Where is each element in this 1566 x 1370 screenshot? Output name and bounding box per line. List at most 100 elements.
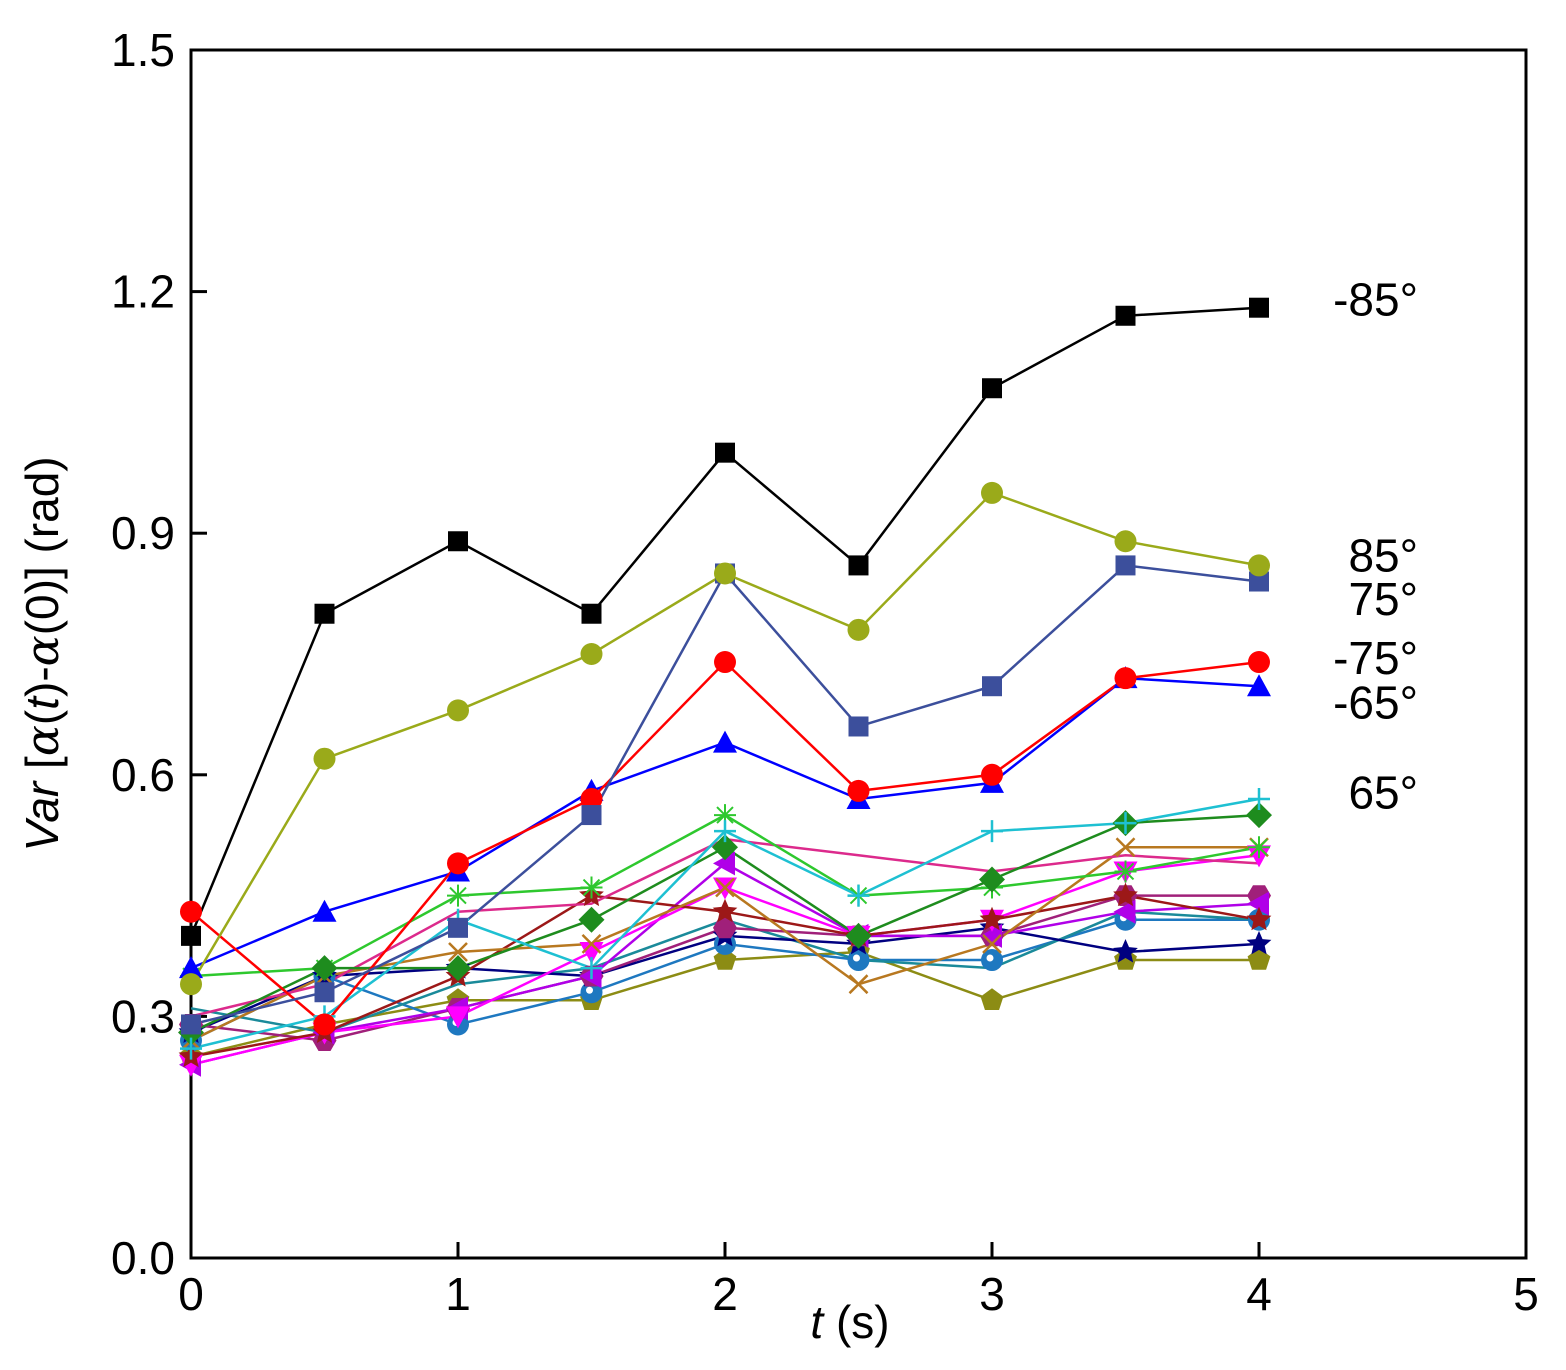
- data-point: [714, 562, 736, 585]
- data-point: [713, 948, 737, 970]
- data-point: [1114, 667, 1137, 690]
- series-label: -75°: [1333, 632, 1418, 684]
- data-point: [713, 730, 737, 753]
- data-point-highlight: [853, 954, 860, 962]
- data-point: [313, 747, 336, 770]
- data-point: [181, 925, 201, 946]
- data-point: [1113, 899, 1136, 924]
- x-tick-label: 2: [712, 1268, 738, 1320]
- data-point: [1248, 787, 1270, 810]
- data-point: [1115, 837, 1136, 858]
- data-point: [312, 899, 337, 922]
- data-point: [579, 941, 604, 964]
- data-point: [981, 820, 1003, 843]
- data-point: [580, 643, 603, 665]
- data-point-highlight: [986, 954, 994, 962]
- data-point: [1248, 836, 1270, 859]
- series-marker-group: [178, 802, 1272, 1046]
- y-tick-label: 1.5: [111, 24, 175, 76]
- data-point: [713, 851, 735, 876]
- data-point: [979, 906, 1005, 931]
- data-point: [1113, 938, 1138, 963]
- data-point: [848, 974, 869, 995]
- data-point: [982, 676, 1002, 697]
- data-point: [982, 934, 1002, 954]
- data-point: [1114, 860, 1137, 883]
- data-point: [314, 603, 335, 624]
- y-axis-title: Var [α(t)-α(0)] (rad): [15, 456, 69, 851]
- data-point: [180, 1037, 202, 1060]
- data-point: [1248, 651, 1270, 674]
- data-point: [1114, 812, 1137, 835]
- series-label: 65°: [1348, 767, 1418, 819]
- plot-frame: [189, 48, 1528, 1260]
- data-point: [313, 1013, 336, 1036]
- data-point: [580, 876, 603, 899]
- data-point: [578, 906, 605, 933]
- data-point: [1248, 554, 1270, 577]
- series-label: 75°: [1348, 573, 1418, 625]
- data-point: [980, 923, 1002, 948]
- data-point: [1249, 571, 1269, 592]
- data-point: [980, 988, 1004, 1011]
- data-point: [179, 956, 203, 979]
- series-marker-group: [180, 651, 1270, 1036]
- data-point: [580, 787, 603, 810]
- data-point: [979, 866, 1005, 893]
- data-point: [847, 884, 870, 907]
- data-point: [1115, 555, 1136, 576]
- y-tick-label: 1.2: [111, 266, 175, 318]
- data-point: [981, 763, 1003, 786]
- data-point: [713, 917, 737, 939]
- x-tick-label: 4: [1246, 1268, 1272, 1320]
- x-axis-title: t (s): [810, 1296, 889, 1348]
- x-tick-label: 1: [445, 1268, 471, 1320]
- data-point: [448, 917, 468, 938]
- series-marker-group: [180, 481, 1270, 996]
- data-point: [715, 877, 735, 898]
- data-point: [847, 618, 870, 641]
- data-point: [1113, 882, 1138, 907]
- axis-ticks: [189, 48, 1528, 1260]
- data-point: [845, 922, 872, 949]
- data-point: [712, 834, 738, 861]
- data-point: [714, 820, 736, 843]
- data-point: [311, 955, 338, 982]
- data-point: [981, 481, 1003, 504]
- y-tick-label: 0.0: [111, 1232, 175, 1284]
- data-point: [181, 1014, 201, 1035]
- data-point: [1246, 930, 1272, 955]
- data-point: [581, 805, 602, 826]
- data-point: [1114, 530, 1137, 553]
- data-point: [581, 603, 602, 624]
- series-marker-group: [181, 297, 1269, 946]
- y-tick-label: 0.6: [111, 749, 175, 801]
- data-point: [1247, 948, 1271, 970]
- y-tick-label: 0.9: [111, 507, 175, 559]
- series-labels: -85° 85°75° -75°-65° 65°: [1333, 274, 1418, 819]
- x-tick-label: 3: [979, 1268, 1005, 1320]
- series-label: -85°: [1333, 274, 1418, 326]
- data-point: [847, 779, 870, 802]
- series-markers: [178, 297, 1272, 1077]
- data-point: [1115, 305, 1136, 326]
- data-point: [180, 973, 202, 996]
- plot-area: [189, 48, 1528, 1260]
- data-point: [180, 900, 202, 923]
- data-point: [712, 898, 738, 923]
- data-point: [447, 884, 469, 907]
- series-label: 85°: [1348, 530, 1418, 582]
- data-point: [714, 651, 736, 674]
- axis-tick-labels: 0 1 2 3 4 5 0.0 0.3 0.6 0.9 1.2 1.5: [111, 24, 1539, 1320]
- data-point: [715, 442, 735, 463]
- data-point: [314, 982, 335, 1003]
- data-point: [445, 955, 471, 982]
- data-point: [448, 531, 468, 552]
- data-point: [580, 957, 603, 980]
- series-label: -65°: [1333, 676, 1418, 728]
- data-point: [714, 804, 736, 827]
- data-point: [848, 716, 869, 737]
- data-point: [1246, 802, 1272, 829]
- data-point: [1247, 674, 1271, 697]
